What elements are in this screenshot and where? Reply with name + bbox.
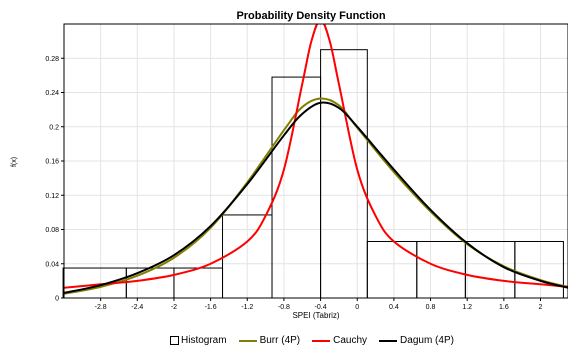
x-tick-label-7: 0 — [355, 304, 359, 311]
legend-burr-label: Burr (4P) — [259, 335, 301, 346]
x-tick-label-0: -2.8 — [95, 304, 107, 311]
y-tick-label-6: 0.24 — [45, 90, 59, 97]
x-tick-label-6: -0.4 — [315, 304, 327, 311]
histogram-bar-1 — [125, 267, 175, 299]
density-curves — [64, 24, 568, 295]
legend-cauchy-label: Cauchy — [333, 335, 368, 346]
legend-burr-swatch — [238, 339, 257, 342]
histogram-bar-5 — [320, 49, 368, 299]
x-tick-label-1: -2.4 — [131, 304, 143, 311]
x-tick-label-2: -2 — [171, 304, 177, 311]
x-tick-label-5: -0.8 — [278, 304, 290, 311]
series-line-dagum-4p — [64, 101, 568, 294]
x-tick-label-8: 0.4 — [389, 304, 399, 311]
legend-item-burr: Burr (4P) — [238, 335, 301, 346]
x-tick-label-4: -1.2 — [241, 304, 253, 311]
x-tick-label-3: -1.6 — [205, 304, 217, 311]
y-tick-label-1: 0.04 — [45, 261, 59, 268]
y-tick-label-2: 0.08 — [45, 227, 59, 234]
histogram-bar-7 — [416, 240, 466, 299]
y-tick-label-7: 0.28 — [45, 56, 59, 63]
legend-histogram-swatch — [170, 336, 179, 345]
x-axis-label: SPEI (Tabriz) — [292, 311, 339, 320]
legend-histogram-label: Histogram — [181, 335, 227, 346]
grid-lines — [64, 24, 568, 299]
x-tick-label-10: 1.2 — [462, 304, 472, 311]
y-tick-label-5: 0.2 — [49, 124, 59, 131]
legend-dagum-label: Dagum (4P) — [400, 335, 454, 346]
y-axis-ticks: 0 0.04 0.08 0.12 0.16 0.2 0.24 0.28 — [45, 56, 64, 303]
series-line-burr-4p — [64, 97, 568, 295]
legend-cauchy-swatch — [312, 339, 331, 342]
legend-dagum-swatch — [379, 339, 398, 342]
histogram-bar-6 — [366, 240, 418, 299]
legend-item-dagum: Dagum (4P) — [379, 335, 454, 346]
x-tick-label-12: 2 — [539, 304, 543, 311]
x-axis-ticks: -2.8 -2.4 -2 -1.6 -1.2 -0.8 -0.4 0 0.4 0.8 1.2 1.6 2 — [95, 298, 543, 311]
histogram-bar-9 — [514, 240, 564, 299]
y-tick-label-3: 0.12 — [45, 193, 59, 200]
chart-title: Probability Density Function — [236, 10, 385, 22]
histogram-bars — [62, 49, 564, 299]
x-tick-label-9: 0.8 — [426, 304, 436, 311]
legend-item-cauchy: Cauchy — [312, 335, 367, 346]
y-tick-label-4: 0.16 — [45, 159, 59, 166]
y-tick-label-0: 0 — [55, 296, 59, 303]
chart-legend: Histogram Burr (4P) Cauchy Dagum (4P) — [170, 334, 466, 347]
x-tick-label-11: 1.6 — [499, 304, 509, 311]
series-line-cauchy — [64, 24, 568, 289]
y-axis-label: f(x) — [11, 157, 18, 167]
legend-item-histogram: Histogram — [170, 335, 227, 346]
